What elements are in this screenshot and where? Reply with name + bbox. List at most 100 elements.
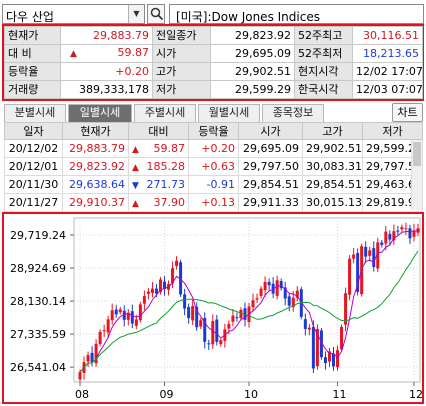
down-arrow-icon: ▼ (132, 181, 139, 191)
candle-body (78, 372, 82, 380)
search-button[interactable] (147, 4, 165, 24)
high-52w-value: 30,116.51 (352, 26, 423, 45)
prev-close-value: 29,823.92 (210, 26, 295, 45)
candle-body (323, 357, 327, 364)
candle-body (215, 319, 219, 342)
col-header-high[interactable]: 고가 (302, 122, 363, 140)
cell-change: ▼ 271.73 (128, 175, 189, 194)
candle-body (352, 254, 356, 259)
open-value: 29,695.09 (210, 44, 295, 63)
y-tick-label: 28,130.14 (10, 295, 66, 308)
cell-rate: +0.13 (188, 193, 239, 212)
table-row[interactable]: 20/12/02 29,883.79 ▲ 59.87 +0.20 29,695.09 29,… (4, 139, 423, 158)
candle-body (376, 242, 380, 269)
tab-info[interactable]: 종목정보 (262, 104, 324, 122)
candle-body (106, 319, 110, 333)
candle-body (243, 308, 247, 320)
col-header-price[interactable]: 현재가 (62, 122, 129, 140)
candle-body (319, 330, 323, 358)
candle-body (291, 297, 295, 308)
volume-value: 389,333,178 (60, 80, 153, 99)
change-amount: 271.73 (146, 178, 186, 191)
x-tick-label: 10 (244, 388, 258, 401)
candle-body (332, 353, 335, 367)
change-rate-value: +0.20 (60, 62, 153, 81)
candle-body (408, 228, 412, 239)
moving-average-line (79, 230, 419, 373)
index-name-field[interactable]: [미국]:Dow Jones Indices (169, 4, 424, 24)
low-52w-label: 52주최저 (294, 44, 353, 63)
scrollbar-thumb[interactable] (413, 142, 421, 166)
cell-high: 29,854.51 (302, 175, 363, 194)
candle-body (199, 320, 203, 327)
candle-body (98, 331, 102, 344)
candle-body (344, 293, 348, 325)
tab-minute[interactable]: 분별시세 (4, 104, 66, 122)
cell-open: 29,797.50 (238, 157, 303, 176)
table-row[interactable]: 20/11/30 29,638.64 ▼ 271.73 -0.91 29,854.51 29… (4, 175, 423, 194)
x-tick-label: 08 (75, 388, 89, 401)
table-row[interactable]: 20/11/27 29,910.37 ▲ 37.90 +0.13 29,911.33 30,… (4, 193, 423, 212)
tab-weekly[interactable]: 주별시세 (134, 104, 196, 122)
current-price-value: 29,883.79 (60, 26, 153, 45)
market-select[interactable]: 다우 산업 ▼ (2, 4, 145, 24)
cell-date: 20/12/02 (4, 139, 63, 158)
cell-open: 29,854.51 (238, 175, 303, 194)
up-arrow-icon: ▲ (70, 49, 77, 59)
col-header-date[interactable]: 일자 (4, 122, 63, 140)
col-header-change[interactable]: 대비 (128, 122, 189, 140)
local-time-label: 현지시각 (294, 62, 353, 81)
cell-high: 29,902.51 (302, 139, 363, 158)
candle-body (299, 289, 303, 317)
candle-body (163, 281, 166, 290)
candle-body (327, 351, 331, 362)
candle-body (259, 288, 263, 296)
col-header-rate[interactable]: 등락율 (188, 122, 239, 140)
candle-body (231, 315, 235, 322)
chart-frame (73, 217, 421, 383)
chart-button[interactable]: 차트 (392, 103, 423, 122)
cell-change: ▲ 185.28 (128, 157, 189, 176)
candle-body (110, 310, 114, 321)
candle-body (295, 290, 299, 298)
korea-time-label: 한국시각 (294, 80, 353, 99)
quote-highlight (2, 24, 424, 101)
candle-body (392, 231, 396, 241)
cell-date: 20/11/27 (4, 193, 63, 212)
korea-time-value: 12/03 07:07 (352, 80, 423, 99)
candle-body (134, 319, 138, 326)
chart-highlight (2, 212, 424, 404)
table-scrollbar[interactable] (411, 140, 422, 210)
cell-change: ▲ 37.90 (128, 193, 189, 212)
candle-body (179, 262, 183, 295)
candle-body (211, 321, 215, 345)
candle-body (219, 340, 223, 345)
candle-body (90, 352, 94, 362)
cell-high: 30,083.31 (302, 157, 363, 176)
cell-high: 30,015.13 (302, 193, 363, 212)
high-value: 29,902.51 (210, 62, 295, 81)
tab-monthly[interactable]: 월별시세 (198, 104, 260, 122)
change-amount: 185.28 (146, 160, 186, 173)
candle-body (191, 306, 195, 321)
candle-body (412, 230, 416, 237)
col-header-open[interactable]: 시가 (238, 122, 303, 140)
candle-body (118, 309, 122, 313)
candle-body (267, 281, 271, 286)
candle-body (388, 233, 392, 240)
candle-body (287, 296, 291, 306)
candle-body (384, 231, 388, 244)
cell-open: 29,911.33 (238, 193, 303, 212)
col-header-low[interactable]: 저가 (362, 122, 423, 140)
candle-body (102, 330, 106, 332)
candle-body (183, 294, 187, 309)
candle-body (235, 317, 239, 319)
tab-daily[interactable]: 일별시세 (68, 104, 132, 122)
x-tick-label: 12 (409, 388, 423, 401)
candle-body (158, 279, 162, 293)
cell-rate: -0.91 (188, 175, 239, 194)
market-select-value: 다우 산업 (6, 10, 54, 24)
table-row[interactable]: 20/12/01 29,823.92 ▲ 185.28 +0.63 29,797.50 30… (4, 157, 423, 176)
candle-body (336, 350, 340, 368)
chevron-down-icon[interactable]: ▼ (128, 5, 144, 23)
